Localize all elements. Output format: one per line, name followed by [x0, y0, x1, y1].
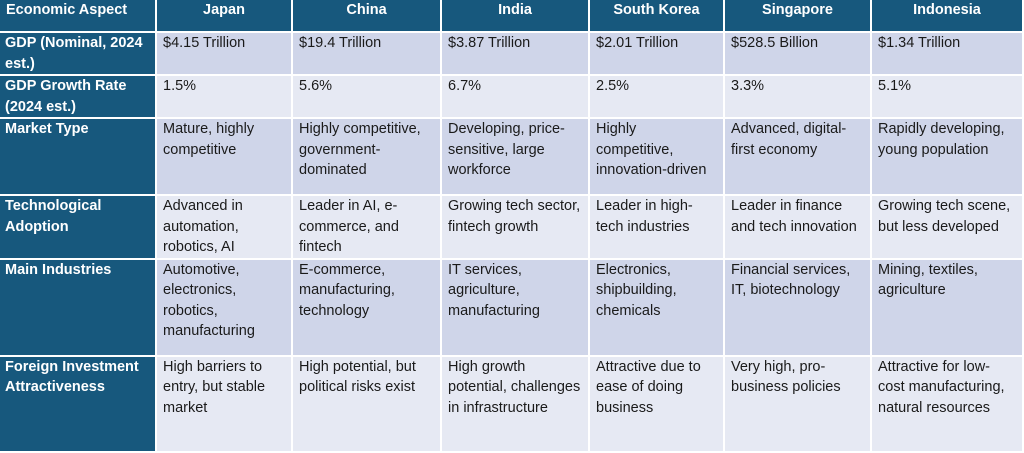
row-label-gdp-growth: GDP Growth Rate (2024 est.)	[0, 76, 157, 119]
table-cell: 1.5%	[157, 76, 293, 119]
table-cell: Growing tech sector, fintech growth	[442, 196, 590, 260]
table-cell: $1.34 Trillion	[872, 33, 1024, 76]
table-cell: IT services, agriculture, manufacturing	[442, 259, 590, 357]
table-cell: Growing tech scene, but less developed	[872, 196, 1024, 260]
table-cell: Very high, pro-business policies	[725, 356, 872, 453]
row-label-market-type: Market Type	[0, 119, 157, 196]
column-header-south-korea: South Korea	[590, 0, 725, 33]
column-header-india: India	[442, 0, 590, 33]
column-header-japan: Japan	[157, 0, 293, 33]
column-header-china: China	[293, 0, 442, 33]
table-cell: Attractive for low-cost manufacturing, n…	[872, 356, 1024, 453]
table-row: Foreign Investment Attractiveness High b…	[0, 356, 1024, 453]
table-cell: Rapidly developing, young population	[872, 119, 1024, 196]
table-cell: Leader in AI, e-commerce, and fintech	[293, 196, 442, 260]
table-cell: Mining, textiles, agriculture	[872, 259, 1024, 357]
row-label-foreign-investment: Foreign Investment Attractiveness	[0, 356, 157, 453]
table-cell: $3.87 Trillion	[442, 33, 590, 76]
table-cell: Leader in high-tech industries	[590, 196, 725, 260]
table-cell: 6.7%	[442, 76, 590, 119]
table-cell: Mature, highly competitive	[157, 119, 293, 196]
row-label-main-industries: Main Industries	[0, 259, 157, 357]
table-cell: 3.3%	[725, 76, 872, 119]
table-cell: High barriers to entry, but stable marke…	[157, 356, 293, 453]
table-cell: Advanced in automation, robotics, AI	[157, 196, 293, 260]
row-label-gdp: GDP (Nominal, 2024 est.)	[0, 33, 157, 76]
table-cell: Highly competitive, innovation-driven	[590, 119, 725, 196]
table-cell: Automotive, electronics, robotics, manuf…	[157, 259, 293, 357]
table-row: GDP Growth Rate (2024 est.) 1.5% 5.6% 6.…	[0, 76, 1024, 119]
table-cell: $4.15 Trillion	[157, 33, 293, 76]
table-cell: Developing, price-sensitive, large workf…	[442, 119, 590, 196]
header-row: Economic Aspect Japan China India South …	[0, 0, 1024, 33]
table-cell: 5.6%	[293, 76, 442, 119]
table-cell: Electronics, shipbuilding, chemicals	[590, 259, 725, 357]
table-row: Main Industries Automotive, electronics,…	[0, 259, 1024, 357]
table-cell: High growth potential, challenges in inf…	[442, 356, 590, 453]
table-cell: Financial services, IT, biotechnology	[725, 259, 872, 357]
table-row: GDP (Nominal, 2024 est.) $4.15 Trillion …	[0, 33, 1024, 76]
column-header-aspect: Economic Aspect	[0, 0, 157, 33]
table-cell: $2.01 Trillion	[590, 33, 725, 76]
table-row: Market Type Mature, highly competitive H…	[0, 119, 1024, 196]
table-cell: Attractive due to ease of doing business	[590, 356, 725, 453]
row-label-tech-adoption: Technological Adoption	[0, 196, 157, 260]
table-row: Technological Adoption Advanced in autom…	[0, 196, 1024, 260]
table-cell: Advanced, digital-first economy	[725, 119, 872, 196]
table-cell: $528.5 Billion	[725, 33, 872, 76]
table-cell: E-commerce, manufacturing, technology	[293, 259, 442, 357]
table-cell: Highly competitive, government-dominated	[293, 119, 442, 196]
table-cell: Leader in finance and tech innovation	[725, 196, 872, 260]
table-cell: 5.1%	[872, 76, 1024, 119]
table-cell: High potential, but political risks exis…	[293, 356, 442, 453]
column-header-indonesia: Indonesia	[872, 0, 1024, 33]
table-cell: $19.4 Trillion	[293, 33, 442, 76]
table-cell: 2.5%	[590, 76, 725, 119]
column-header-singapore: Singapore	[725, 0, 872, 33]
